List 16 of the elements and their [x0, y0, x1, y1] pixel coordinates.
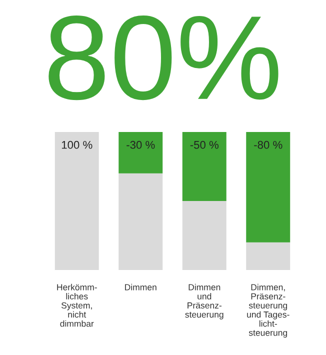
- bar: [246, 132, 290, 242]
- chart-title: 80%: [48, 15, 278, 100]
- text: 100 %: [62, 140, 92, 149]
- x-tick-label: Dimmen: [125, 284, 156, 290]
- bar: [246, 242, 290, 270]
- bar: [118, 173, 163, 270]
- bar: [182, 201, 226, 270]
- text: -50 %: [190, 140, 218, 149]
- bar: [118, 132, 163, 174]
- x-tick-label: Dimmen und Präsenz- steuerung: [185, 284, 224, 320]
- text: -80 %: [254, 140, 282, 149]
- bar: [182, 132, 226, 201]
- bar: [54, 132, 99, 270]
- x-tick-label: Dimmen, Präsenz- steuerung und Tages- licht- steuerung: [247, 284, 290, 338]
- x-tick-label: Herkömm- liches System, nicht dimmbar: [57, 284, 97, 327]
- text: -30 %: [126, 140, 155, 149]
